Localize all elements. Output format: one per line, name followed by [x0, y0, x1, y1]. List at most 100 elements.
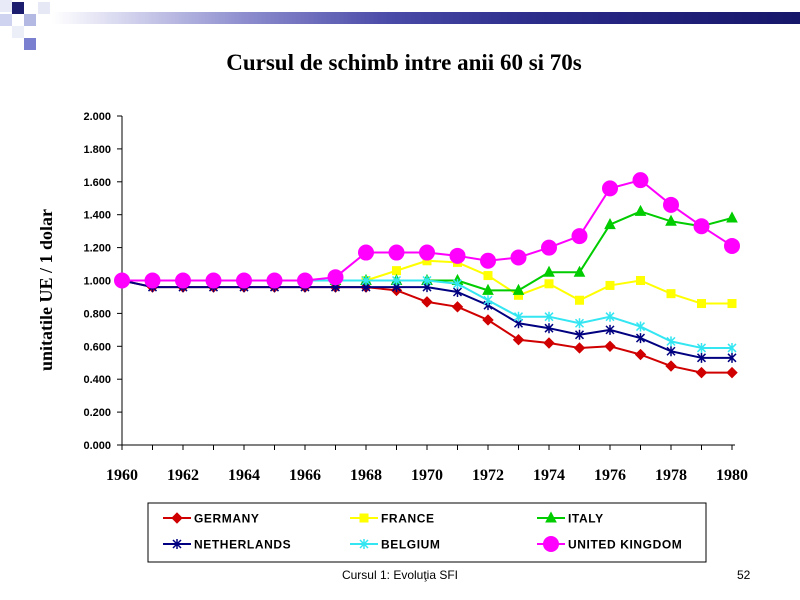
y-tick-label: 1.800 [83, 144, 111, 156]
decor-square [24, 38, 36, 50]
italy-data-point [665, 214, 677, 226]
x-tick-label: 1970 [411, 467, 443, 484]
y-tick-label: 0.600 [83, 341, 111, 353]
united-kingdom-data-point [419, 244, 435, 261]
x-tick-label: 1976 [594, 467, 626, 484]
belgium-data-point [361, 275, 371, 286]
legend-item-france: FRANCE [350, 512, 435, 526]
germany-data-point [726, 366, 738, 379]
united-kingdom-series [114, 172, 740, 289]
decor-square [38, 2, 50, 14]
belgium-data-point [422, 275, 432, 286]
chart-legend: GERMANY FRANCE ITALY NETHERLANDS BELGIUM UNIT… [147, 502, 707, 563]
header-decoration [0, 0, 800, 52]
decor-square [12, 2, 24, 14]
united-kingdom-data-point [724, 237, 740, 254]
united-kingdom-data-point [693, 218, 710, 235]
legend-label-germany: GERMANY [194, 512, 260, 526]
belgium-data-point [544, 311, 554, 322]
united-kingdom-data-point [632, 172, 649, 189]
france-data-point [544, 279, 554, 289]
y-axis-title-group: unitatile UE / 1 dolar [36, 209, 56, 371]
united-kingdom-data-point [602, 180, 618, 197]
germany-data-point [482, 314, 494, 326]
belgium-data-point [574, 318, 585, 329]
x-tick-label: 1972 [472, 467, 504, 484]
legend-item-italy: ITALY [537, 511, 603, 526]
united-kingdom-data-point [358, 244, 374, 261]
legend-item-netherlands: NETHERLANDS [163, 538, 291, 552]
germany-data-point [665, 360, 677, 372]
germany-data-point [573, 342, 586, 354]
netherlands-data-point [574, 329, 585, 340]
legend-marker-netherlands [172, 539, 182, 549]
france-data-point [666, 289, 676, 299]
y-tick-label: 1.000 [83, 276, 111, 288]
legend-box [147, 502, 707, 563]
legend-marker-italy [545, 511, 557, 523]
netherlands-data-point [666, 346, 676, 357]
legend-label-france: FRANCE [381, 512, 435, 526]
chart-series [114, 172, 740, 379]
belgium-data-point [452, 278, 463, 289]
legend-item-germany: GERMANY [163, 512, 260, 526]
y-tick-label: 0.200 [83, 407, 111, 419]
decor-square [24, 14, 36, 26]
united-kingdom-data-point [236, 272, 252, 289]
x-tick-label: 1960 [106, 467, 138, 484]
united-kingdom-data-point [266, 272, 283, 289]
legend-item-united-kingdom: UNITED KINGDOM [537, 536, 682, 552]
france-data-point [727, 299, 737, 309]
y-tick-label: 1.400 [83, 210, 111, 222]
decor-square [12, 26, 24, 38]
united-kingdom-data-point [327, 269, 344, 286]
belgium-data-point [605, 311, 615, 322]
france-data-point [605, 280, 615, 290]
y-tick-label: 1.200 [83, 243, 111, 255]
united-kingdom-data-point [571, 228, 588, 245]
united-kingdom-data-point [541, 239, 557, 256]
france-data-point [392, 266, 401, 276]
netherlands-data-point [544, 323, 554, 334]
legend-marker-belgium [359, 539, 369, 549]
y-axis-title: unitatile UE / 1 dolar [36, 209, 56, 371]
netherlands-data-point [605, 324, 615, 335]
x-tick-label: 1964 [228, 467, 260, 484]
decor-square [0, 0, 12, 12]
united-kingdom-data-point [205, 272, 222, 289]
united-kingdom-data-point [175, 272, 191, 289]
italy-data-point [573, 265, 586, 277]
united-kingdom-data-point [114, 272, 130, 289]
france-data-point [697, 299, 706, 309]
italy-data-point [482, 283, 494, 295]
legend-marker-germany [171, 512, 183, 524]
germany-data-point [695, 366, 708, 379]
x-tick-label: 1980 [716, 467, 748, 484]
x-tick-label: 1968 [350, 467, 382, 484]
germany-data-point [512, 334, 525, 346]
france-data-point [575, 295, 584, 305]
united-kingdom-data-point [663, 196, 679, 213]
belgium-data-point [727, 342, 737, 353]
x-tick-label: 1978 [655, 467, 687, 484]
france-data-point [636, 276, 645, 285]
header-gradient-bar [52, 12, 800, 24]
y-tick-label: 0.800 [83, 308, 111, 320]
x-tick-label: 1966 [289, 467, 321, 484]
belgium-data-point [696, 342, 707, 353]
y-tick-label: 2.000 [83, 111, 111, 123]
united-kingdom-data-point [449, 247, 466, 264]
italy-data-point [512, 283, 525, 295]
netherlands-data-point [696, 352, 707, 363]
legend-item-belgium: BELGIUM [350, 538, 441, 552]
y-tick-label: 0.000 [83, 440, 111, 452]
italy-data-point [604, 217, 616, 230]
belgium-data-point [635, 321, 646, 332]
united-kingdom-data-point [480, 252, 496, 269]
legend-label-belgium: BELGIUM [381, 538, 441, 552]
belgium-data-point [666, 336, 676, 347]
x-tick-label: 1974 [533, 467, 565, 484]
belgium-data-point [391, 275, 402, 286]
